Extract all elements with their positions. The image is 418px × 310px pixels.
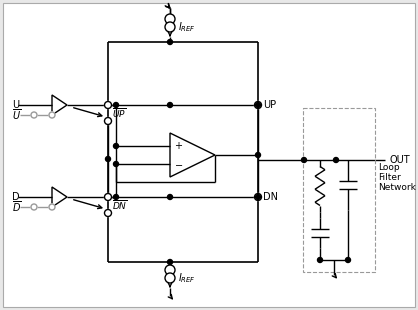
Text: $\overline{UP}$: $\overline{UP}$ xyxy=(112,106,126,120)
Text: OUT: OUT xyxy=(390,155,410,165)
Circle shape xyxy=(49,204,55,210)
Circle shape xyxy=(114,144,118,148)
Circle shape xyxy=(165,273,175,283)
Circle shape xyxy=(255,101,262,108)
Text: UP: UP xyxy=(263,100,276,110)
Circle shape xyxy=(255,194,260,200)
Text: D: D xyxy=(12,192,20,202)
Circle shape xyxy=(168,259,173,264)
Circle shape xyxy=(114,162,118,166)
Circle shape xyxy=(105,157,110,162)
Circle shape xyxy=(31,204,37,210)
Text: $I_{REF}$: $I_{REF}$ xyxy=(178,271,196,285)
Text: $\overline{DN}$: $\overline{DN}$ xyxy=(112,198,127,212)
Circle shape xyxy=(255,193,262,201)
Text: +: + xyxy=(174,141,182,151)
Circle shape xyxy=(49,112,55,118)
Circle shape xyxy=(165,22,175,32)
Circle shape xyxy=(301,157,306,162)
Circle shape xyxy=(104,117,112,125)
Text: $\overline{D}$: $\overline{D}$ xyxy=(12,200,21,215)
Circle shape xyxy=(114,103,118,108)
Circle shape xyxy=(165,14,175,24)
Circle shape xyxy=(168,103,173,108)
Circle shape xyxy=(255,153,260,157)
Circle shape xyxy=(255,103,260,108)
Text: $\overline{U}$: $\overline{U}$ xyxy=(12,108,21,122)
Text: DN: DN xyxy=(263,192,278,202)
Text: Network: Network xyxy=(378,184,416,193)
Circle shape xyxy=(168,39,173,45)
Bar xyxy=(303,108,375,272)
Text: $I_{REF}$: $I_{REF}$ xyxy=(178,20,196,34)
Circle shape xyxy=(31,112,37,118)
Text: Filter: Filter xyxy=(378,174,401,183)
Circle shape xyxy=(168,194,173,200)
Text: U: U xyxy=(12,100,19,110)
Circle shape xyxy=(318,258,323,263)
Circle shape xyxy=(104,101,112,108)
Circle shape xyxy=(104,193,112,201)
Circle shape xyxy=(346,258,351,263)
Text: $-$: $-$ xyxy=(174,159,183,169)
Circle shape xyxy=(114,194,118,200)
Circle shape xyxy=(334,157,339,162)
Circle shape xyxy=(165,265,175,275)
Text: Loop: Loop xyxy=(378,163,400,172)
Circle shape xyxy=(104,210,112,216)
